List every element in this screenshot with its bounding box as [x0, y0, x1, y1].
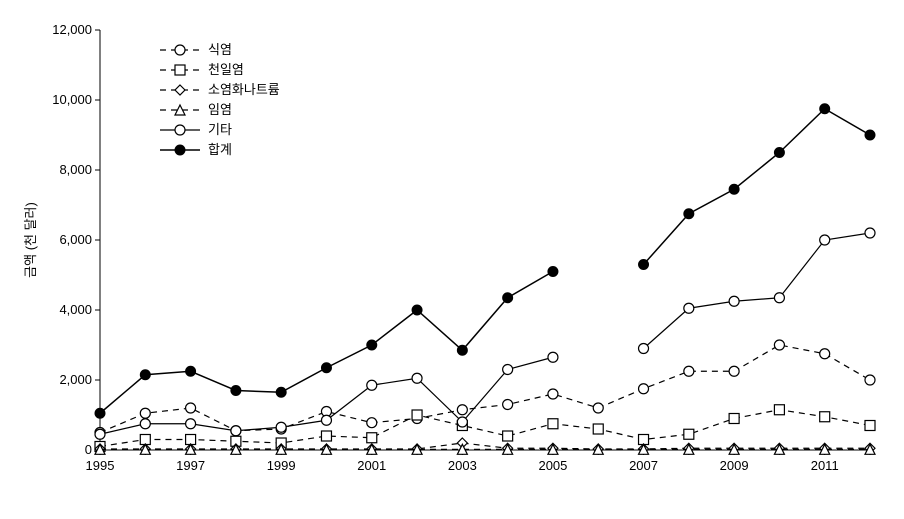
legend-label: 천일염 — [208, 62, 244, 77]
y-tick-label: 10,000 — [52, 92, 92, 107]
x-tick-label: 2001 — [357, 458, 386, 473]
legend-label: 합계 — [208, 142, 232, 157]
y-tick-label: 12,000 — [52, 22, 92, 37]
y-tick-label: 2,000 — [59, 372, 92, 387]
x-tick-label: 2003 — [448, 458, 477, 473]
y-tick-label: 4,000 — [59, 302, 92, 317]
y-tick-label: 0 — [85, 442, 92, 457]
y-axis-label: 금액 (천 달러) — [23, 202, 38, 278]
chart-container: 0 2,000 4,000 6,000 8,000 10,000 12,000 1995 199… — [10, 10, 894, 509]
line-chart: 0 2,000 4,000 6,000 8,000 10,000 12,000 1995 199… — [10, 10, 894, 509]
x-tick-label: 2005 — [538, 458, 567, 473]
x-tick-label: 1995 — [86, 458, 115, 473]
x-tick-label: 2009 — [720, 458, 749, 473]
legend-label: 임염 — [208, 102, 232, 117]
x-tick-label: 2011 — [811, 458, 839, 473]
x-tick-label: 2007 — [629, 458, 658, 473]
legend-label: 기타 — [208, 122, 232, 137]
y-tick-label: 8,000 — [59, 162, 92, 177]
legend-label: 소염화나트륨 — [208, 82, 280, 97]
y-tick-label: 6,000 — [59, 232, 92, 247]
x-tick-label: 1997 — [176, 458, 205, 473]
legend-label: 식염 — [208, 42, 232, 57]
x-tick-label: 1999 — [267, 458, 296, 473]
